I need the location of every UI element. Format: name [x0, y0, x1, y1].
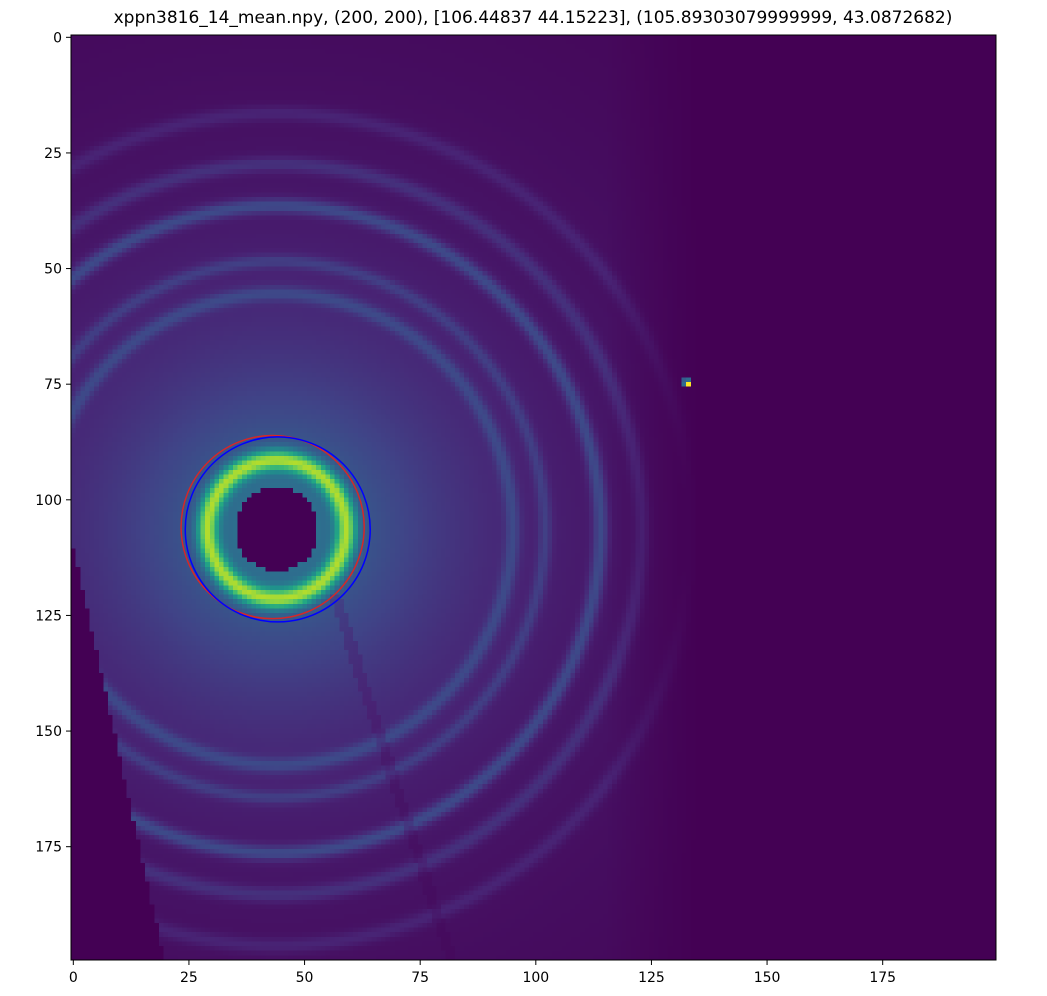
- y-tick-label: 175: [35, 840, 62, 856]
- y-axis: 0 25 50 75 100 125 150 175: [35, 30, 71, 856]
- y-tick-label: 125: [35, 608, 62, 624]
- heatmap-image: [71, 35, 996, 960]
- axes-frame: [70, 34, 997, 961]
- y-tick-label: 25: [44, 146, 62, 162]
- fitted-circles: [180, 434, 371, 623]
- y-tick-label: 100: [35, 493, 62, 509]
- chart-title: xppn3816_14_mean.npy, (200, 200), [106.4…: [114, 8, 953, 28]
- x-tick-label: 125: [638, 970, 665, 986]
- y-tick-label: 150: [35, 724, 62, 740]
- y-tick-label: 75: [44, 377, 62, 393]
- x-tick-label: 50: [296, 970, 314, 986]
- x-tick-label: 0: [69, 970, 78, 986]
- plot-area: [70, 34, 997, 961]
- x-axis: 0 25 50 75 100 125 150 175: [69, 960, 896, 986]
- x-tick-label: 75: [411, 970, 429, 986]
- x-tick-label: 25: [180, 970, 198, 986]
- fitted-circle-fit-blue: [184, 436, 371, 623]
- fitted-circle-fit-red: [180, 434, 365, 620]
- x-tick-label: 100: [522, 970, 549, 986]
- x-tick-label: 175: [869, 970, 896, 986]
- y-tick-label: 50: [44, 262, 62, 278]
- y-tick-label: 0: [53, 30, 62, 46]
- x-tick-label: 150: [754, 970, 781, 986]
